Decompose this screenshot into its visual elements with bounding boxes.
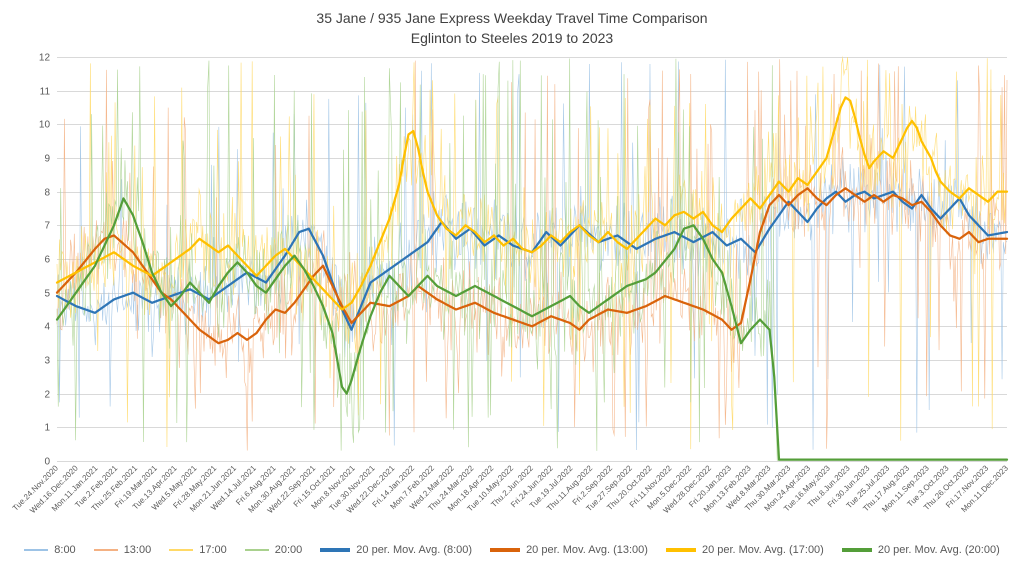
legend-label: 17:00 bbox=[199, 544, 227, 556]
legend-item-17-00: 17:00 bbox=[169, 544, 227, 556]
legend-label: 20 per. Mov. Avg. (13:00) bbox=[526, 544, 648, 556]
legend-item-8-00: 8:00 bbox=[24, 544, 76, 556]
legend-swatch-icon bbox=[320, 548, 351, 552]
legend-item-20-per-mov-avg-20-00-: 20 per. Mov. Avg. (20:00) bbox=[841, 544, 1000, 556]
legend-swatch-icon bbox=[244, 549, 269, 551]
legend-swatch-icon bbox=[665, 548, 696, 552]
chart-legend: 8:00 13:00 17:00 20:00 20 per. Mov. Avg. (8:… bbox=[0, 544, 1024, 556]
legend-swatch-icon bbox=[841, 548, 872, 552]
legend-item-20-per-mov-avg-8-00-: 20 per. Mov. Avg. (8:00) bbox=[320, 544, 472, 556]
legend-item-13-00: 13:00 bbox=[93, 544, 152, 556]
legend-label: 13:00 bbox=[123, 544, 152, 556]
legend-swatch-icon bbox=[93, 549, 118, 551]
legend-item-20-per-mov-avg-17-00-: 20 per. Mov. Avg. (17:00) bbox=[665, 544, 824, 556]
legend-label: 20 per. Mov. Avg. (17:00) bbox=[701, 544, 824, 556]
legend-swatch-icon bbox=[169, 549, 194, 551]
legend-label: 20 per. Mov. Avg. (8:00) bbox=[356, 544, 473, 556]
legend-label: 8:00 bbox=[54, 544, 76, 556]
legend-swatch-icon bbox=[490, 548, 521, 552]
legend-item-20-per-mov-avg-13-00-: 20 per. Mov. Avg. (13:00) bbox=[490, 544, 648, 556]
legend-label: 20 per. Mov. Avg. (20:00) bbox=[877, 544, 1000, 556]
legend-item-20-00: 20:00 bbox=[244, 544, 303, 556]
legend-label: 20:00 bbox=[274, 544, 303, 556]
legend-swatch-icon bbox=[24, 549, 49, 551]
